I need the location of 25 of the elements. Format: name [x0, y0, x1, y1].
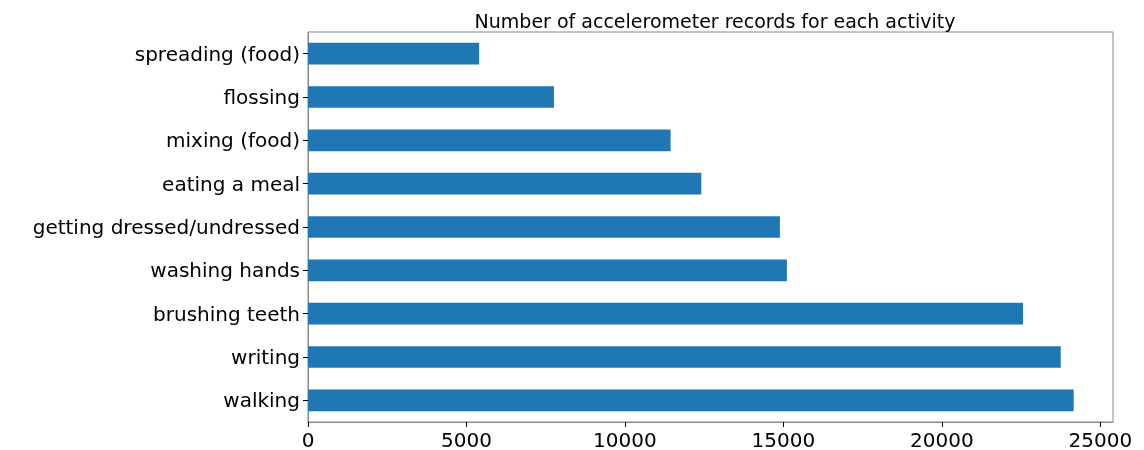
- bar: [308, 42, 480, 65]
- bar: [308, 86, 554, 108]
- y-tick-label: brushing teeth: [153, 301, 300, 326]
- y-tick-label: mixing (food): [166, 128, 300, 153]
- y-tick-label: walking: [223, 388, 300, 413]
- x-tick-label: 10000: [593, 428, 657, 450]
- x-tick-label: 25000: [1068, 428, 1133, 450]
- chart-title: Number of accelerometer records for each activity: [474, 9, 956, 32]
- x-tick-label: 15000: [751, 428, 816, 450]
- bar: [308, 129, 671, 152]
- bar: [308, 259, 787, 282]
- y-tick-label: eating a meal: [162, 171, 300, 196]
- x-tick-label: 20000: [910, 428, 974, 450]
- bar: [308, 172, 702, 195]
- x-tick-label: 0: [301, 428, 315, 450]
- y-tick-label: washing hands: [150, 258, 300, 283]
- y-tick-label: getting dressed/undressed: [32, 215, 300, 239]
- bar: [308, 216, 780, 238]
- bar: [308, 389, 1074, 412]
- x-tick-label: 5000: [441, 428, 492, 450]
- y-tick-label: spreading (food): [134, 41, 300, 66]
- bar: [308, 302, 1023, 325]
- bar: [308, 346, 1061, 368]
- y-tick-label: writing: [231, 345, 300, 369]
- y-tick-label: flossing: [223, 85, 300, 109]
